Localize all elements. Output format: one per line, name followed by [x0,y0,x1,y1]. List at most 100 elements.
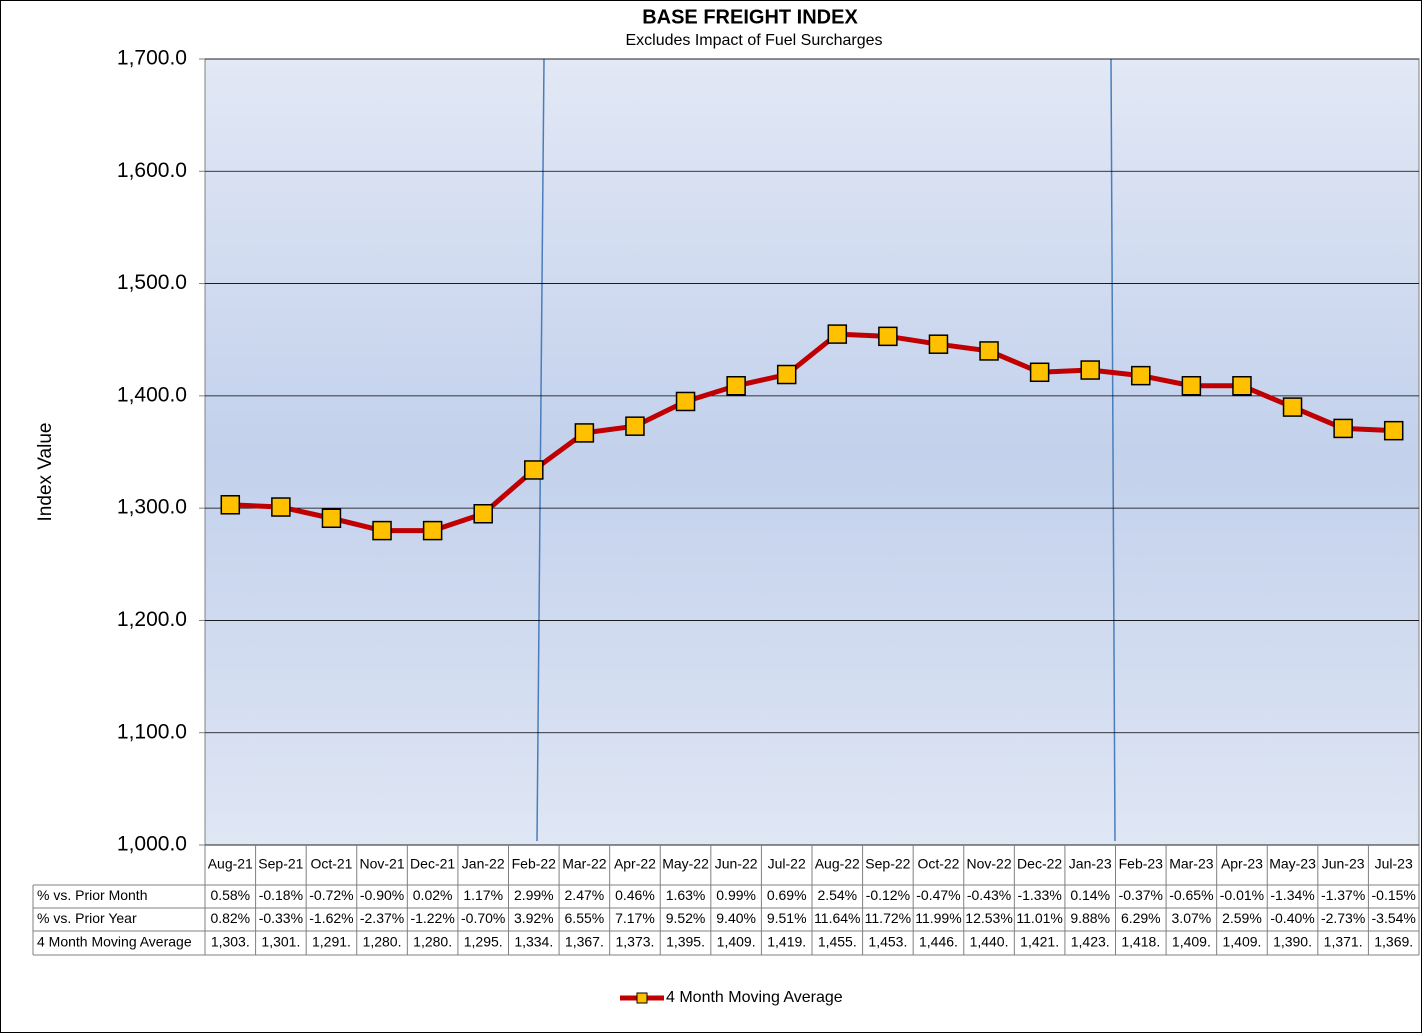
table-row-label: % vs. Prior Month [37,887,147,903]
table-cell: 1,453. [868,934,907,950]
table-cell: 1,418. [1121,934,1160,950]
table-cell: 2.99% [514,887,554,903]
table-cell: -0.01% [1220,887,1264,903]
x-tick-label: Apr-23 [1221,856,1263,872]
marker [1080,360,1100,380]
x-tick-label: Jan-23 [1069,856,1112,872]
table-cell: 11.01% [1016,910,1062,926]
plot-area [204,58,1420,846]
x-tick-label: Mar-23 [1169,856,1214,872]
x-tick-label: Nov-22 [966,856,1011,872]
table-cell: 9.51% [767,910,807,926]
y-tick-label: 1,400.0 [117,383,187,406]
table-cell: 1,371. [1324,934,1363,950]
table-cell: -0.43% [967,887,1011,903]
table-cell: 1.63% [666,887,706,903]
table-cell: 9.52% [666,910,706,926]
marker [574,423,595,443]
marker [776,364,797,385]
table-cell: -1.33% [1017,887,1061,903]
x-tick-label: Jun-23 [1322,856,1365,872]
x-tick-label: Nov-21 [359,856,404,872]
x-tick-label: Sep-22 [865,856,910,872]
table-cell: 0.99% [716,887,756,903]
table-cell: 1,421. [1020,934,1059,950]
table-cell: 1,303. [211,934,250,950]
table-cell: 1,291. [312,934,351,950]
table-cell: 1,295. [464,934,503,950]
x-tick-label: Oct-21 [310,856,352,872]
marker [220,495,241,515]
x-tick-label: Aug-21 [208,856,253,872]
y-tick-label: 1,000.0 [117,833,187,856]
table-cell: -0.37% [1119,887,1163,903]
table-cell: -0.18% [259,887,303,903]
marker [928,334,949,354]
table-cell: 1,369. [1374,934,1413,950]
table-cell: 0.69% [767,887,807,903]
table-cell: 1,409. [1172,934,1211,950]
table-cell: 2.47% [565,887,605,903]
x-tick-label: Aug-22 [815,856,860,872]
table-cell: 11.64% [814,910,860,926]
table-cell: 11.72% [865,910,911,926]
table-cell: 3.07% [1172,910,1212,926]
x-tick-label: Mar-22 [562,856,607,872]
table-cell: -0.70% [461,910,505,926]
y-tick-label: 1,500.0 [117,271,187,294]
marker [979,341,999,361]
x-tick-label: May-22 [662,856,709,872]
table-cell: 12.53% [965,910,1012,926]
table-cell: 1.17% [463,887,503,903]
table-cell: -0.47% [916,887,960,903]
table-cell: -0.15% [1372,887,1416,903]
y-tick-label: 1,700.0 [117,47,187,70]
marker [878,326,898,347]
y-tick-label: 1,100.0 [117,720,187,743]
x-tick-label: Jun-22 [715,856,758,872]
table-cell: -1.22% [410,910,454,926]
y-tick-label: 1,300.0 [117,496,187,519]
table-cell: -0.90% [360,887,404,903]
table-cell: 9.40% [716,910,756,926]
marker [726,376,746,396]
marker [675,391,696,412]
table-cell: 1,280. [413,934,452,950]
marker [1232,376,1252,396]
x-tick-label: Dec-22 [1017,856,1062,872]
legend-label: 4 Month Moving Average [666,989,843,1006]
marker [1333,418,1353,439]
marker [1282,397,1303,417]
table-cell: -2.37% [360,910,404,926]
x-tick-label: Oct-22 [917,856,959,872]
year-divider [536,58,545,842]
table-cell: -0.40% [1270,910,1314,926]
table-cell: 0.02% [413,887,453,903]
marker [1383,420,1404,441]
marker [321,508,342,528]
table-cell: 0.82% [210,910,250,926]
table-cell: -0.72% [309,887,353,903]
table-cell: -2.73% [1321,910,1365,926]
marker [473,504,493,524]
x-tick-label: Jul-23 [1375,856,1413,872]
table-cell: 1,419. [767,934,806,950]
marker [1029,362,1050,383]
table-cell: 1,446. [919,934,958,950]
table-row-label: % vs. Prior Year [37,910,137,926]
y-tick-label: 1,600.0 [117,159,187,182]
table-cell: 11.99% [915,910,961,926]
table-cell: 0.58% [210,887,250,903]
x-tick-label: Jul-22 [768,856,806,872]
table-cell: -1.62% [309,910,353,926]
marker [625,416,645,436]
table-cell: 1,334. [514,934,553,950]
y-axis-label: Index Value [35,423,56,522]
marker [422,520,443,541]
table-cell: 6.29% [1121,910,1161,926]
chart-title: BASE FREIGHT INDEX [642,6,858,28]
table-cell: 0.14% [1070,887,1110,903]
table-cell: 0.46% [615,887,655,903]
table-row-label: 4 Month Moving Average [37,934,192,950]
